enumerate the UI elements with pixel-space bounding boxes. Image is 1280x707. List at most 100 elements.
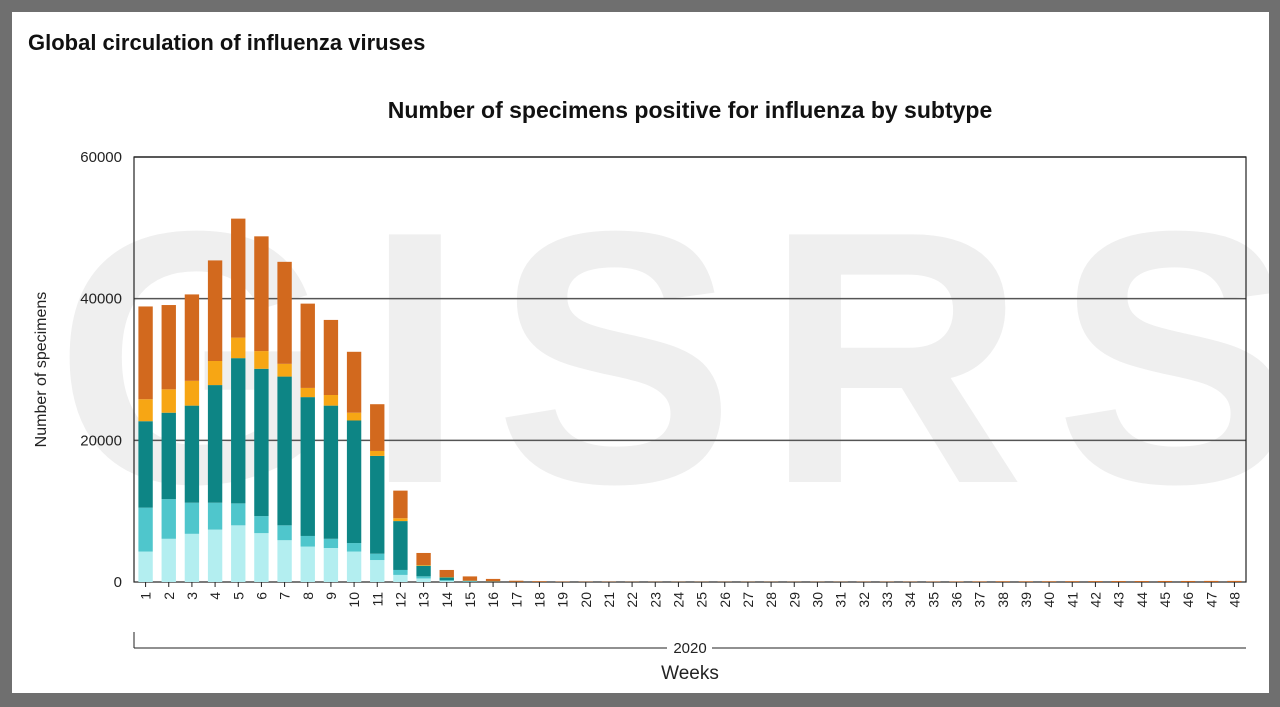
bar-segment xyxy=(277,261,292,364)
bar-segment xyxy=(1018,581,1034,582)
x-tick-label: 33 xyxy=(879,592,895,608)
x-tick-label: 23 xyxy=(647,592,663,608)
bar-segment xyxy=(532,581,547,582)
x-tick-label: 27 xyxy=(740,592,756,608)
bar-segment xyxy=(370,560,385,582)
x-tick-label: 24 xyxy=(670,592,686,608)
x-tick-label: 15 xyxy=(462,592,478,608)
x-tick-label: 47 xyxy=(1203,592,1219,608)
page-title: Global circulation of influenza viruses xyxy=(28,30,426,55)
x-tick-label: 41 xyxy=(1064,592,1080,608)
x-tick-label: 37 xyxy=(972,592,988,608)
x-tick-label: 26 xyxy=(717,592,733,608)
x-tick-label: 38 xyxy=(995,592,1011,608)
bar-segment xyxy=(1065,581,1080,582)
bar-segment xyxy=(370,455,385,554)
x-tick-label: 25 xyxy=(694,592,710,608)
bar-segment xyxy=(277,525,292,541)
bar-segment xyxy=(439,580,454,581)
bar-segment xyxy=(184,405,200,503)
y-axis-label: Number of specimens xyxy=(33,292,50,448)
bar-segment xyxy=(323,548,339,582)
x-tick-label: 14 xyxy=(439,592,455,608)
x-tick-label: 7 xyxy=(277,592,293,600)
x-tick-label: 6 xyxy=(253,592,269,600)
bar-segment xyxy=(416,576,431,579)
bar-segment xyxy=(138,421,153,508)
bar-segment xyxy=(207,361,223,386)
bar-segment xyxy=(277,363,292,377)
bar-segment xyxy=(184,294,200,381)
x-tick-label: 11 xyxy=(369,592,385,607)
chart-title: Number of specimens positive for influen… xyxy=(388,97,993,123)
bar-segment xyxy=(439,580,454,582)
x-tick-label: 35 xyxy=(925,592,941,608)
bar-segment xyxy=(300,397,315,536)
bar-segment xyxy=(254,236,269,352)
bar-segment xyxy=(323,395,339,406)
x-tick-label: 4 xyxy=(207,592,223,600)
x-tick-label: 2 xyxy=(161,592,177,600)
x-tick-label: 34 xyxy=(902,592,918,608)
bar-segment xyxy=(161,538,176,582)
x-tick-label: 44 xyxy=(1134,592,1150,608)
bar-segment xyxy=(393,574,408,582)
bar-segment xyxy=(138,306,153,400)
bar-segment xyxy=(346,412,362,421)
bar-segment xyxy=(416,565,431,566)
x-tick-label: 17 xyxy=(508,592,524,608)
x-tick-label: 42 xyxy=(1087,592,1103,608)
bar-segment xyxy=(370,450,385,456)
bar-segment xyxy=(1227,580,1242,582)
bar-segment xyxy=(346,551,362,582)
bar-segment xyxy=(370,404,385,451)
x-group-label: 2020 xyxy=(673,640,706,657)
bar-segment xyxy=(323,319,339,395)
bar-segment xyxy=(346,420,362,544)
x-tick-label: 39 xyxy=(1018,592,1034,608)
x-tick-label: 20 xyxy=(578,592,594,608)
x-tick-label: 5 xyxy=(230,592,246,600)
bar-segment xyxy=(416,552,431,565)
x-tick-label: 40 xyxy=(1041,592,1057,608)
x-tick-label: 28 xyxy=(763,592,779,608)
chart-frame: Global circulation of influenza viruses … xyxy=(12,12,1269,693)
x-tick-label: 19 xyxy=(555,592,571,608)
x-tick-label: 45 xyxy=(1157,592,1173,608)
bar-segment xyxy=(184,533,200,582)
bar-segment xyxy=(1088,581,1103,582)
y-tick-label: 40000 xyxy=(80,291,122,308)
bar-segment xyxy=(1204,580,1219,582)
x-tick-label: 31 xyxy=(833,592,849,608)
bar-segment xyxy=(254,516,269,534)
bar-segment xyxy=(277,376,292,526)
bar-segment xyxy=(231,525,246,582)
bar-segment xyxy=(254,351,269,369)
x-tick-label: 1 xyxy=(138,592,154,600)
bar-segment xyxy=(323,538,339,548)
bar-segment xyxy=(370,553,385,561)
bar-segment xyxy=(207,385,223,503)
x-tick-label: 29 xyxy=(786,592,802,608)
bar-segment xyxy=(300,546,315,582)
bar-segment xyxy=(1157,580,1173,582)
bar-segment xyxy=(231,358,246,504)
bar-segment xyxy=(254,368,269,517)
bar-segment xyxy=(1180,580,1196,582)
x-tick-label: 16 xyxy=(485,592,501,608)
x-tick-label: 30 xyxy=(809,592,825,608)
bar-segment xyxy=(393,518,408,522)
bar-segment xyxy=(462,580,478,582)
bar-segment xyxy=(509,580,524,582)
x-tick-label: 32 xyxy=(856,592,872,608)
bar-segment xyxy=(485,578,501,582)
bar-segment xyxy=(231,218,246,338)
bar-segment xyxy=(995,581,1010,582)
bar-segment xyxy=(138,507,153,552)
x-tick-label: 10 xyxy=(346,592,362,608)
bar-segment xyxy=(1111,581,1126,582)
x-tick-label: 22 xyxy=(624,592,640,608)
bar-segment xyxy=(161,389,176,413)
x-tick-label: 8 xyxy=(300,592,316,600)
